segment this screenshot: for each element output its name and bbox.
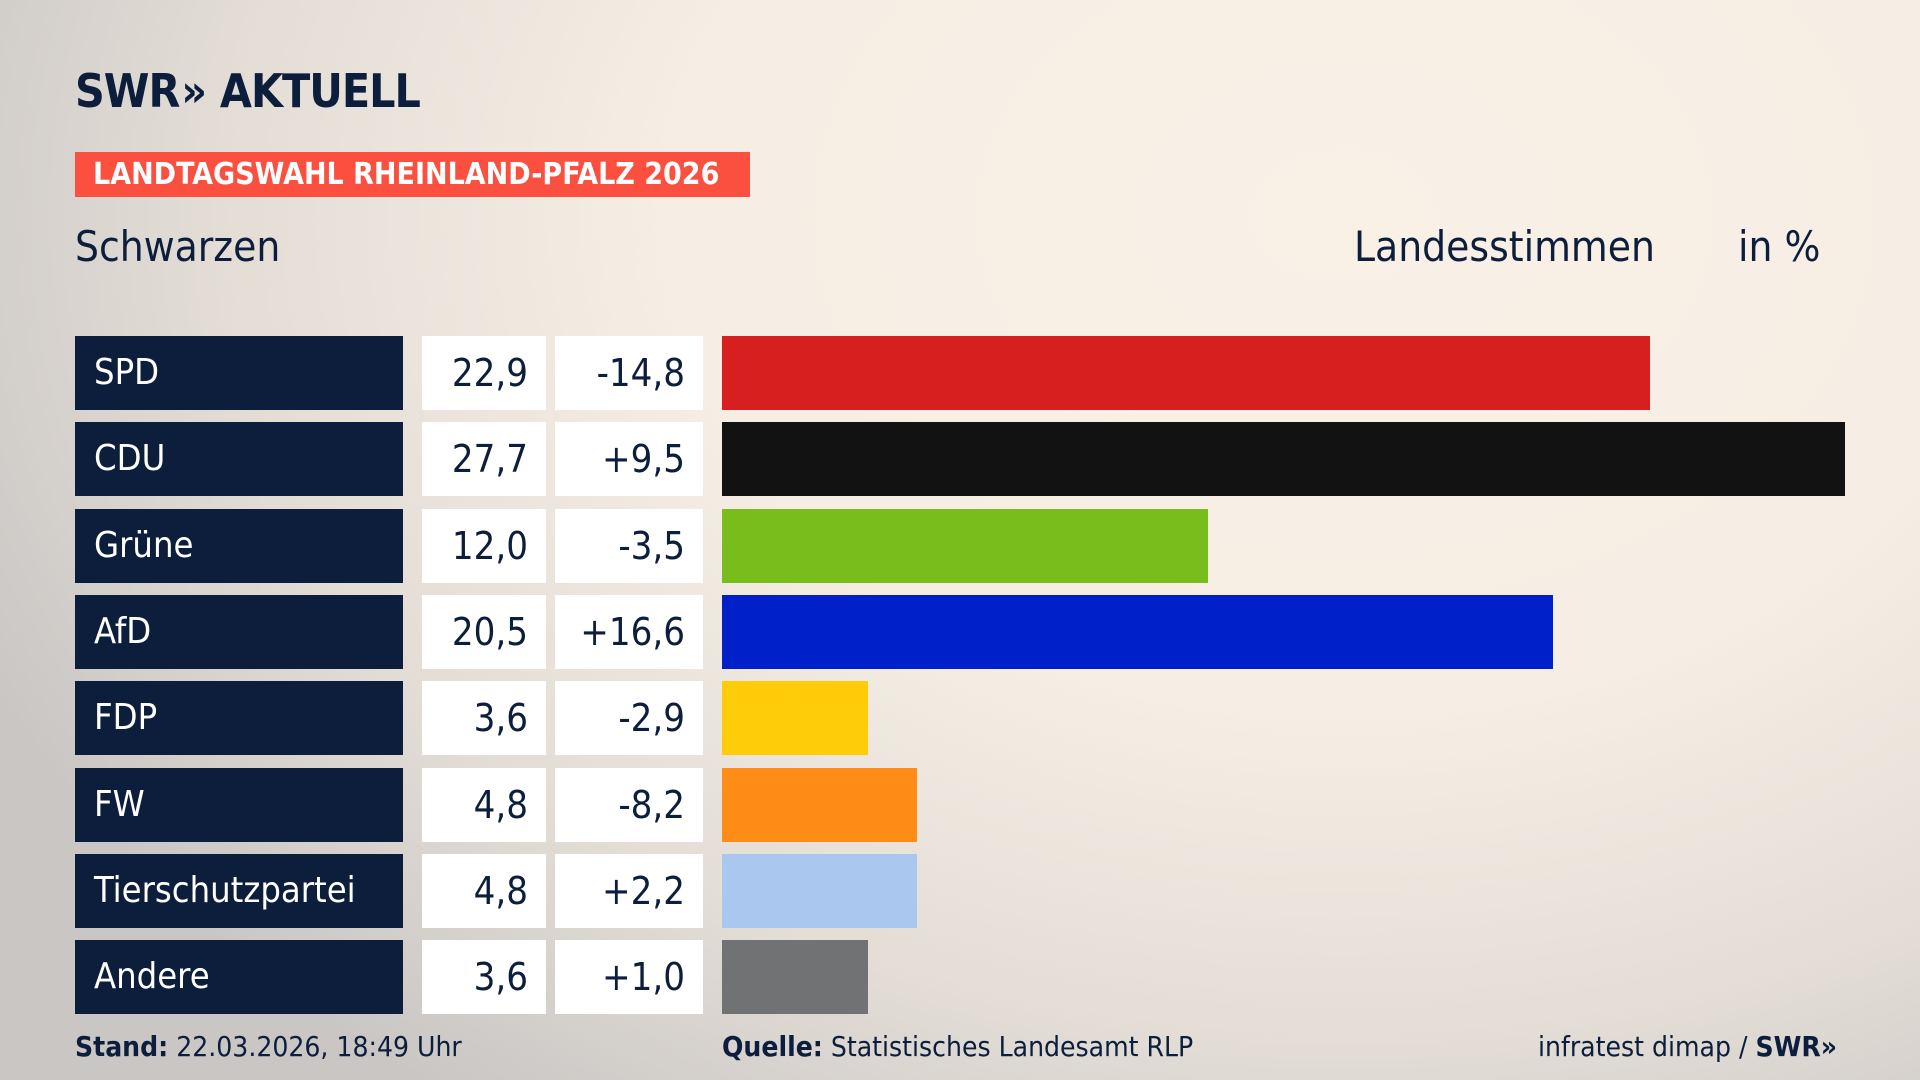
- quelle-label: Quelle:: [722, 1030, 823, 1063]
- party-row: SPD 22,9 -14,8: [0, 336, 1920, 410]
- party-name: FDP: [75, 681, 403, 756]
- bar: [722, 594, 1554, 669]
- source: Quelle: Statistisches Landesamt RLP: [722, 1030, 1193, 1063]
- stand-label: Stand:: [75, 1030, 169, 1063]
- vote-change: -8,2: [555, 767, 703, 842]
- vote-share: 27,7: [422, 422, 546, 497]
- party-name: Grüne: [75, 508, 403, 583]
- party-row: Andere 3,6 +1,0: [0, 940, 1920, 1015]
- bar: [722, 508, 1209, 583]
- vote-share: 3,6: [422, 681, 546, 756]
- party-row: Grüne 12,0 -3,5: [0, 508, 1920, 583]
- party-row: FDP 3,6 -2,9: [0, 681, 1920, 756]
- quelle-value: Statistisches Landesamt RLP: [830, 1030, 1194, 1063]
- stand-value: 22.03.2026, 18:49 Uhr: [176, 1030, 462, 1063]
- party-name: Andere: [75, 940, 403, 1015]
- double-chevron-icon: »: [1820, 1030, 1838, 1063]
- swr-aktuell-logo: SWR» AKTUELL: [75, 64, 421, 118]
- bar: [722, 336, 1651, 410]
- vote-change: +1,0: [555, 940, 703, 1015]
- bar: [722, 853, 917, 928]
- vote-share: 4,8: [422, 767, 546, 842]
- bar: [722, 767, 917, 842]
- swr-logo-small: SWR: [1755, 1030, 1821, 1063]
- credit-text: infratest dimap /: [1538, 1030, 1748, 1063]
- measure-label: Landesstimmen: [1354, 222, 1655, 271]
- timestamp: Stand: 22.03.2026, 18:49 Uhr: [75, 1030, 462, 1063]
- party-name: SPD: [75, 336, 403, 410]
- vote-share: 22,9: [422, 336, 546, 410]
- vote-change: +2,2: [555, 853, 703, 928]
- region-title: Schwarzen: [75, 222, 281, 271]
- vote-share: 3,6: [422, 940, 546, 1015]
- vote-change: -3,5: [555, 508, 703, 583]
- double-chevron-icon: »: [181, 65, 207, 117]
- election-tag: LANDTAGSWAHL RHEINLAND-PFALZ 2026: [75, 152, 750, 197]
- logo-swr: SWR: [75, 64, 180, 118]
- logo-aktuell: AKTUELL: [219, 64, 421, 118]
- vote-change: -2,9: [555, 681, 703, 756]
- party-name: CDU: [75, 422, 403, 497]
- party-row: AfD 20,5 +16,6: [0, 594, 1920, 669]
- vote-change: +9,5: [555, 422, 703, 497]
- vote-change: +16,6: [555, 594, 703, 669]
- unit-label: in %: [1738, 222, 1821, 271]
- vote-share: 4,8: [422, 853, 546, 928]
- bar: [722, 681, 868, 756]
- vote-share: 20,5: [422, 594, 546, 669]
- party-row: FW 4,8 -8,2: [0, 767, 1920, 842]
- party-row: CDU 27,7 +9,5: [0, 422, 1920, 497]
- credit: infratest dimap / SWR»: [1538, 1030, 1837, 1063]
- party-name: Tierschutzpartei: [75, 853, 403, 928]
- party-name: FW: [75, 767, 403, 842]
- bar: [722, 422, 1845, 497]
- vote-change: -14,8: [555, 336, 703, 410]
- party-row: Tierschutzpartei 4,8 +2,2: [0, 853, 1920, 928]
- bar: [722, 940, 868, 1015]
- party-name: AfD: [75, 594, 403, 669]
- vote-share: 12,0: [422, 508, 546, 583]
